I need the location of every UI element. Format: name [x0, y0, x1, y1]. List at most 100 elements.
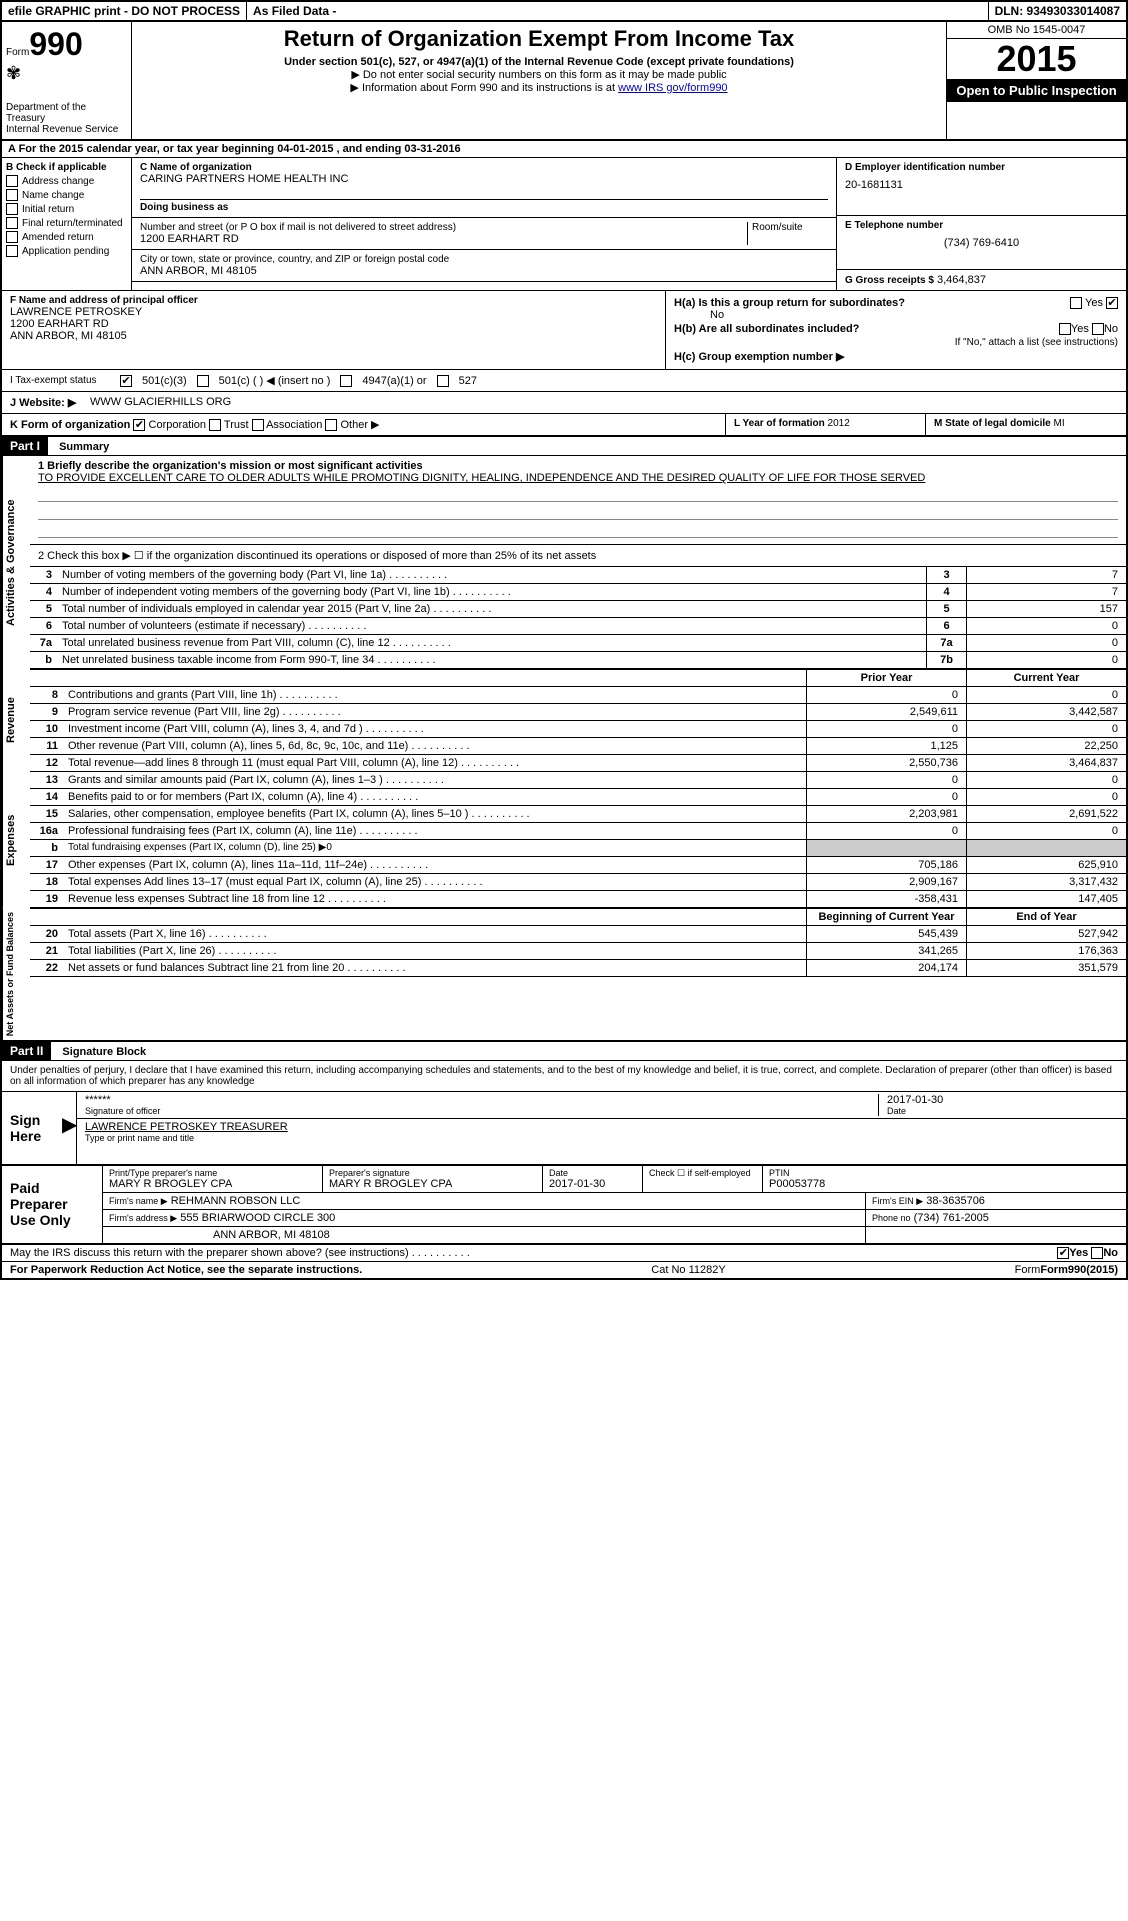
expense-line-16a: 16aProfessional fundraising fees (Part I…: [30, 823, 1126, 840]
top-bar: efile GRAPHIC print - DO NOT PROCESS As …: [2, 2, 1126, 22]
perjury-statement: Under penalties of perjury, I declare th…: [2, 1061, 1126, 1092]
revenue-line-12: 12Total revenue—add lines 8 through 11 (…: [30, 755, 1126, 772]
form-header: Form990 ✾ Department of the Treasury Int…: [2, 22, 1126, 141]
cb-amended[interactable]: [6, 231, 18, 243]
section-f-h: F Name and address of principal officer …: [2, 291, 1126, 370]
mission-box: 1 Briefly describe the organization's mi…: [30, 456, 1126, 545]
expense-line-14: 14Benefits paid to or for members (Part …: [30, 789, 1126, 806]
discuss-no[interactable]: [1091, 1247, 1103, 1259]
expense-line-13: 13Grants and similar amounts paid (Part …: [30, 772, 1126, 789]
gov-line-5: 5Total number of individuals employed in…: [30, 601, 1126, 618]
summary-expenses: Expenses 13Grants and similar amounts pa…: [2, 772, 1126, 908]
expense-line-19: 19Revenue less expenses Subtract line 18…: [30, 891, 1126, 908]
revenue-line-10: 10Investment income (Part VIII, column (…: [30, 721, 1126, 738]
address-box: Number and street (or P O box if mail is…: [132, 218, 836, 250]
revenue-line-11: 11Other revenue (Part VIII, column (A), …: [30, 738, 1126, 755]
dln: DLN: 93493033014087: [989, 2, 1126, 20]
irs: Internal Revenue Service: [6, 124, 127, 135]
cb-501c[interactable]: [197, 375, 209, 387]
revenue-line-9: 9Program service revenue (Part VIII, lin…: [30, 704, 1126, 721]
expense-line-17: 17Other expenses (Part IX, column (A), l…: [30, 857, 1126, 874]
cb-initial-return[interactable]: [6, 203, 18, 215]
cb-name-change[interactable]: [6, 189, 18, 201]
form-title: Return of Organization Exempt From Incom…: [142, 26, 936, 52]
vert-expenses: Expenses: [2, 772, 30, 908]
omb-number: OMB No 1545-0047: [947, 22, 1126, 39]
summary-net-assets: Net Assets or Fund Balances Beginning of…: [2, 908, 1126, 1042]
cb-527[interactable]: [437, 375, 449, 387]
gov-line-4: 4Number of independent voting members of…: [30, 584, 1126, 601]
cb-address-change[interactable]: [6, 175, 18, 187]
vert-net-assets: Net Assets or Fund Balances: [2, 908, 30, 1040]
gov-line-3: 3Number of voting members of the governi…: [30, 567, 1126, 584]
form-subtitle: Under section 501(c), 527, or 4947(a)(1)…: [142, 56, 936, 68]
revenue-line-8: 8Contributions and grants (Part VIII, li…: [30, 687, 1126, 704]
cb-other[interactable]: [325, 419, 337, 431]
discuss-yes[interactable]: [1057, 1247, 1069, 1259]
gov-line-7b: bNet unrelated business taxable income f…: [30, 652, 1126, 669]
cb-app-pending[interactable]: [6, 245, 18, 257]
open-inspection: Open to Public Inspection: [947, 79, 1126, 102]
expense-line-15: 15Salaries, other compensation, employee…: [30, 806, 1126, 823]
net-line-20: 20Total assets (Part X, line 16)545,4395…: [30, 926, 1126, 943]
cb-final-return[interactable]: [6, 217, 18, 229]
part-1-header: Part I Summary: [2, 437, 1126, 456]
summary-governance: Activities & Governance 1 Briefly descri…: [2, 456, 1126, 669]
org-name: CARING PARTNERS HOME HEALTH INC: [140, 173, 828, 185]
form-number: 990: [29, 26, 82, 62]
cb-501c3[interactable]: [120, 375, 132, 387]
as-filed: As Filed Data -: [246, 2, 989, 20]
dept-treasury: Department of the Treasury: [6, 102, 127, 124]
gov-line-6: 6Total number of volunteers (estimate if…: [30, 618, 1126, 635]
revenue-header-row: Prior Year Current Year: [30, 669, 1126, 687]
form-990-page: efile GRAPHIC print - DO NOT PROCESS As …: [0, 0, 1128, 1280]
row-j-website: J Website: ▶ WWW GLACIERHILLS ORG: [2, 392, 1126, 414]
org-name-box: C Name of organization CARING PARTNERS H…: [132, 158, 836, 218]
row-i-status: I Tax-exempt status 501(c)(3) 501(c) ( )…: [2, 370, 1126, 392]
row-a-period: A For the 2015 calendar year, or tax yea…: [2, 141, 1126, 158]
mission-text: TO PROVIDE EXCELLENT CARE TO OLDER ADULT…: [38, 472, 1118, 484]
form-note-2: ▶ Information about Form 990 and its ins…: [142, 81, 936, 94]
section-h: H(a) Is this a group return for subordin…: [666, 291, 1126, 369]
vert-revenue: Revenue: [2, 669, 30, 772]
expense-line-b: bTotal fundraising expenses (Part IX, co…: [30, 840, 1126, 857]
efile-notice: efile GRAPHIC print - DO NOT PROCESS: [2, 2, 246, 20]
column-d-e-g: D Employer identification number 20-1681…: [836, 158, 1126, 290]
sign-arrow-icon: ▶: [62, 1092, 76, 1164]
form-title-block: Return of Organization Exempt From Incom…: [132, 22, 946, 139]
cb-trust[interactable]: [209, 419, 221, 431]
sign-here-block: Sign Here ▶ ****** Signature of officer …: [2, 1092, 1126, 1166]
net-assets-header-row: Beginning of Current Year End of Year: [30, 908, 1126, 926]
telephone: (734) 769-6410: [845, 237, 1118, 249]
row-k-l-m: K Form of organization Corporation Trust…: [2, 414, 1126, 437]
expense-line-18: 18Total expenses Add lines 13–17 (must e…: [30, 874, 1126, 891]
principal-officer: F Name and address of principal officer …: [2, 291, 666, 369]
website-url: WWW GLACIERHILLS ORG: [90, 396, 231, 409]
org-address: 1200 EARHART RD: [140, 233, 747, 245]
cb-assoc[interactable]: [252, 419, 264, 431]
column-b-checkboxes: B Check if applicable Address change Nam…: [2, 158, 132, 290]
section-b-c-d: B Check if applicable Address change Nam…: [2, 158, 1126, 291]
page-footer: For Paperwork Reduction Act Notice, see …: [2, 1262, 1126, 1278]
ein: 20-1681131: [845, 179, 1118, 191]
discuss-with-preparer: May the IRS discuss this return with the…: [2, 1245, 1126, 1262]
ha-yes[interactable]: [1070, 297, 1082, 309]
summary-revenue: Revenue Prior Year Current Year 8Contrib…: [2, 669, 1126, 772]
gov-line-7a: 7aTotal unrelated business revenue from …: [30, 635, 1126, 652]
column-c-org-info: C Name of organization CARING PARTNERS H…: [132, 158, 836, 290]
org-city: ANN ARBOR, MI 48105: [140, 265, 828, 277]
net-line-22: 22Net assets or fund balances Subtract l…: [30, 960, 1126, 977]
irs-link[interactable]: www IRS gov/form990: [618, 82, 727, 94]
paid-preparer-block: Paid Preparer Use Only Print/Type prepar…: [2, 1166, 1126, 1245]
tax-year: 2015: [947, 39, 1126, 79]
gross-receipts: 3,464,837: [937, 274, 986, 286]
ha-no[interactable]: [1106, 297, 1118, 309]
cb-4947[interactable]: [340, 375, 352, 387]
hb-yes[interactable]: [1059, 323, 1071, 335]
part-2-header: Part II Signature Block: [2, 1042, 1126, 1061]
net-line-21: 21Total liabilities (Part X, line 26)341…: [30, 943, 1126, 960]
hb-no[interactable]: [1092, 323, 1104, 335]
form-note-1: ▶ Do not enter social security numbers o…: [142, 68, 936, 81]
line-2: 2 Check this box ▶ ☐ if the organization…: [30, 545, 1126, 567]
cb-corp[interactable]: [133, 419, 145, 431]
